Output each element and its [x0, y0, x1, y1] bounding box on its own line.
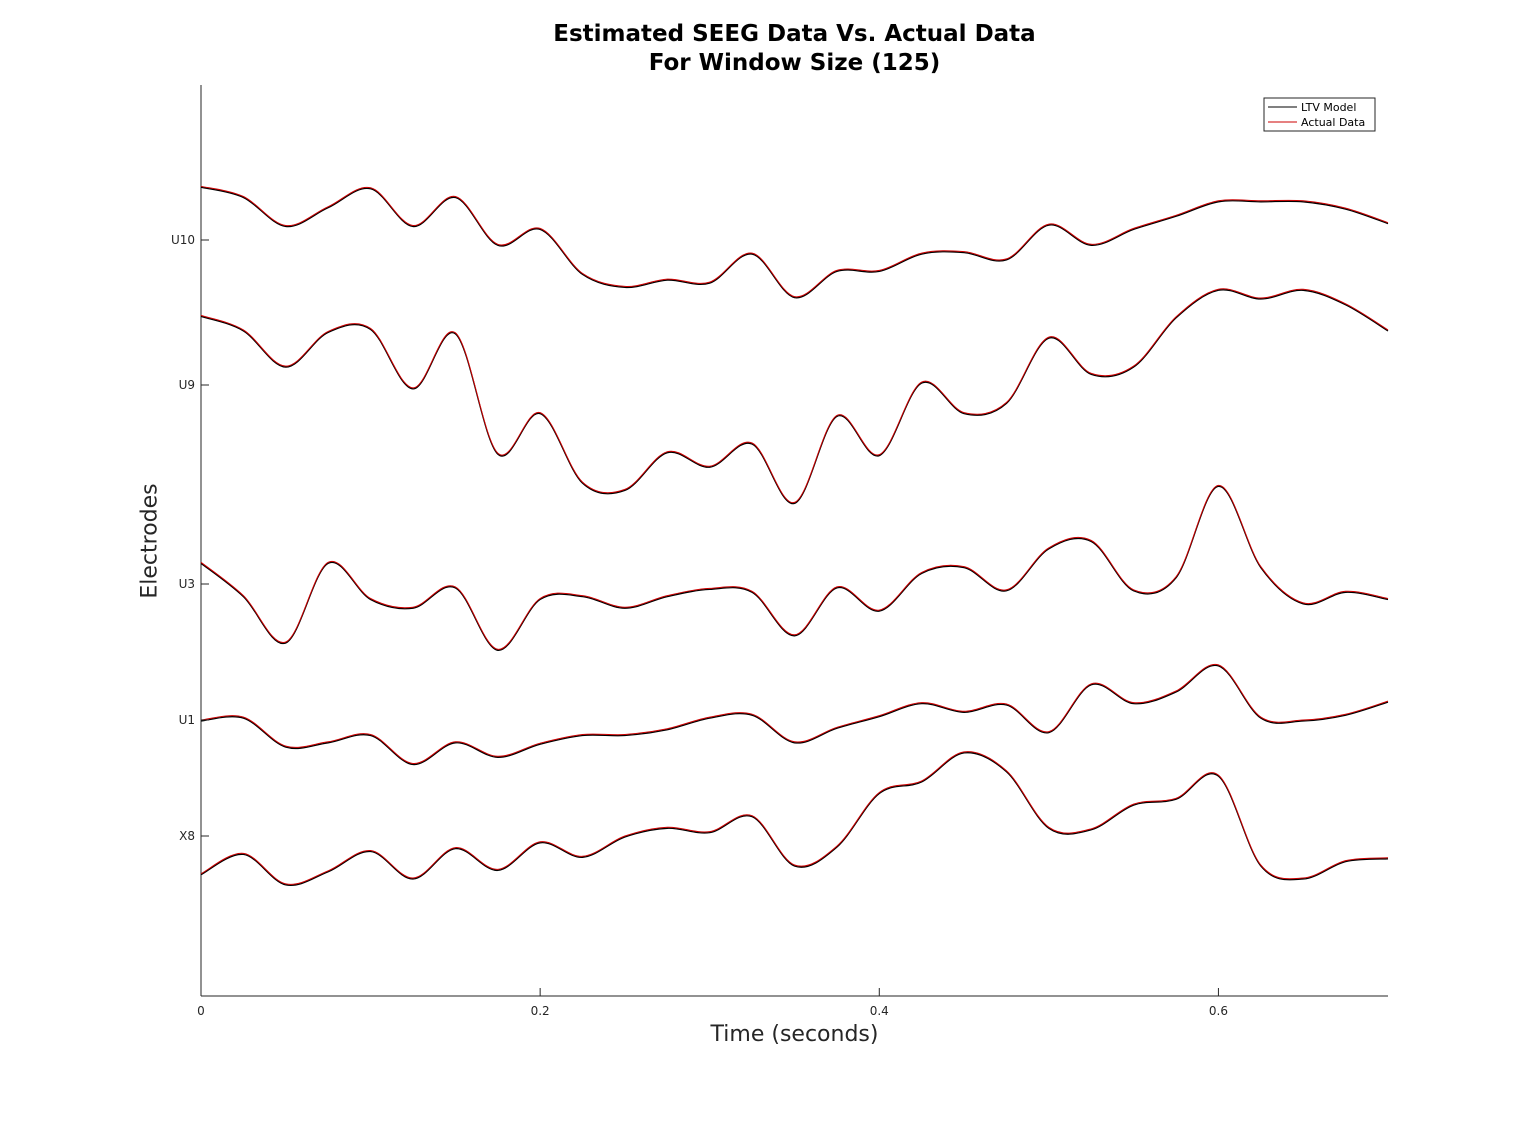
series-actual-data-x8 — [200, 751, 1389, 885]
series-actual-data-u3 — [200, 484, 1389, 650]
y-tick-label-u3: U3 — [179, 577, 195, 591]
series-actual-data-u9 — [200, 288, 1389, 503]
y-tick-label-u10: U10 — [171, 233, 195, 247]
series-actual-data-u1 — [200, 664, 1389, 765]
y-tick-label-x8: X8 — [179, 829, 195, 843]
series-ltv-model-u9 — [200, 289, 1389, 505]
y-tick-label-u1: U1 — [179, 713, 195, 727]
series-ltv-model-u3 — [200, 485, 1389, 651]
x-tick-label: 0.2 — [531, 1004, 550, 1018]
x-tick-label: 0 — [197, 1004, 205, 1018]
tick-label-layer: 0 0.2 0.4 0.6 U10 U9 U3 U1 X8 — [171, 233, 1228, 1018]
legend-label-ltv-model: LTV Model — [1301, 101, 1356, 114]
chart-title-line-2: For Window Size (125) — [648, 50, 941, 76]
series-actual-data-u10 — [200, 185, 1389, 298]
axes-layer — [200, 85, 1388, 997]
series-layer — [200, 185, 1389, 887]
x-tick-label: 0.4 — [870, 1004, 889, 1018]
x-axis-label: Time (seconds) — [710, 1022, 879, 1047]
y-axis-label: Electrodes — [137, 483, 163, 599]
legend-box — [1263, 97, 1376, 132]
series-ltv-model-u1 — [200, 664, 1389, 766]
series-ltv-model-u10 — [200, 186, 1389, 299]
series-ltv-model-x8 — [200, 752, 1389, 887]
legend-label-actual-data: Actual Data — [1301, 116, 1365, 129]
x-tick-label: 0.6 — [1209, 1004, 1228, 1018]
y-tick-label-u9: U9 — [179, 378, 195, 392]
legend: LTV Model Actual Data — [1263, 97, 1376, 132]
chart-title-line-1: Estimated SEEG Data Vs. Actual Data — [553, 21, 1036, 47]
